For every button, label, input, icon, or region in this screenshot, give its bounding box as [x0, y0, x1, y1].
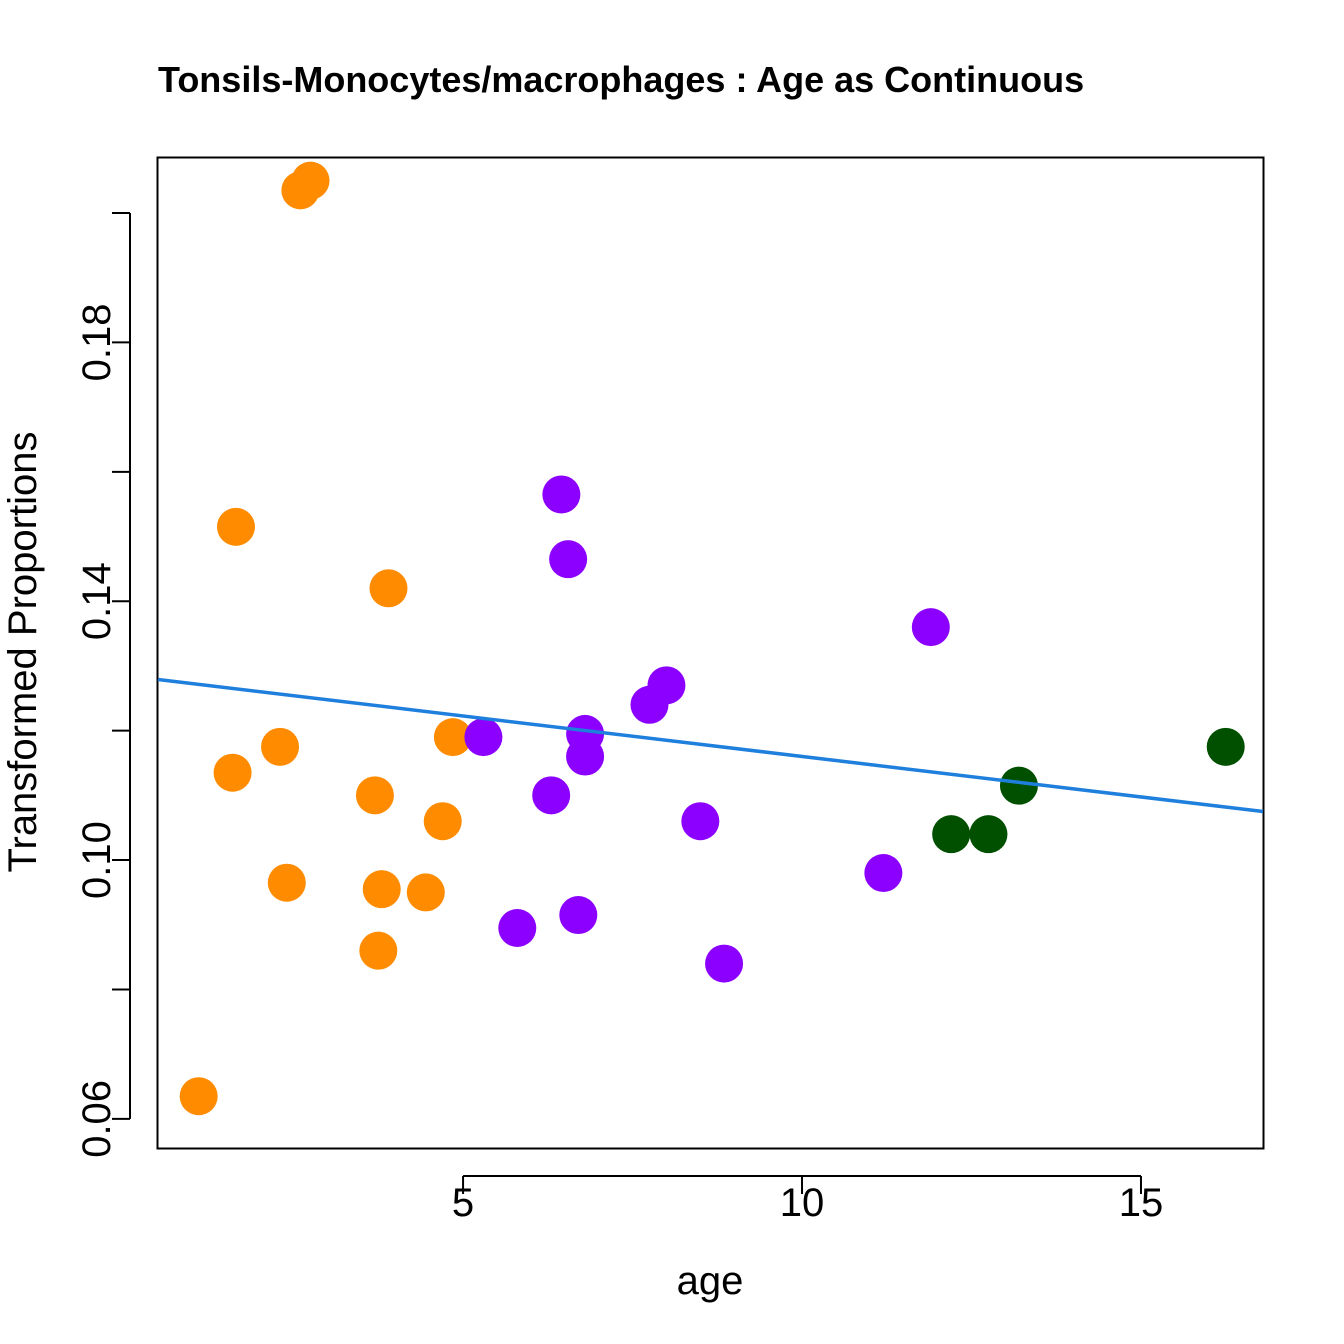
- data-point: [369, 569, 408, 608]
- data-point: [355, 776, 394, 815]
- x-tick-label: 15: [1119, 1181, 1164, 1225]
- data-point: [911, 608, 950, 647]
- data-point: [179, 1077, 218, 1116]
- y-tick-label: 0.06: [75, 1080, 119, 1158]
- regression-line: [157, 677, 1264, 814]
- data-point: [542, 475, 581, 514]
- y-tick-label: 0.18: [75, 303, 119, 381]
- series-orange-group: [179, 161, 472, 1116]
- data-point: [932, 815, 971, 854]
- data-point: [406, 873, 445, 912]
- y-axis: 0.06 0.10 0.14 0.18: [75, 212, 131, 1158]
- data-point: [1206, 727, 1245, 766]
- data-point: [498, 909, 537, 947]
- data-point: [559, 896, 598, 935]
- data-point: [213, 753, 252, 792]
- data-point: [433, 718, 472, 757]
- data-points: [179, 161, 1245, 1116]
- series-purple-group: [464, 475, 950, 983]
- data-point: [864, 854, 903, 892]
- data-point: [681, 802, 720, 841]
- y-tick-label: 0.14: [75, 562, 119, 640]
- x-tick-label: 10: [780, 1181, 825, 1225]
- data-point: [261, 727, 300, 766]
- data-point: [647, 666, 686, 705]
- data-point: [566, 714, 605, 753]
- regression-line-group: [157, 677, 1264, 814]
- data-point: [999, 766, 1038, 805]
- chart-title: Tonsils-Monocytes/macrophages : Age as C…: [158, 59, 1084, 100]
- y-axis-label: Transformed Proportions: [1, 432, 45, 873]
- y-tick-label: 0.10: [75, 821, 119, 899]
- data-point: [705, 944, 744, 983]
- data-point: [267, 863, 306, 902]
- data-point: [423, 802, 462, 841]
- data-point: [359, 931, 398, 970]
- data-point: [464, 718, 503, 757]
- x-axis: 5 10 15: [452, 1175, 1164, 1225]
- data-point: [362, 870, 401, 909]
- x-axis-label: age: [677, 1259, 744, 1303]
- x-tick-label: 5: [452, 1181, 474, 1225]
- plot-frame: [156, 156, 1265, 1150]
- data-point: [969, 815, 1008, 854]
- data-point: [216, 507, 255, 546]
- series-green-group: [932, 727, 1245, 854]
- data-point: [549, 540, 588, 579]
- data-point: [291, 161, 330, 200]
- data-point: [532, 776, 571, 815]
